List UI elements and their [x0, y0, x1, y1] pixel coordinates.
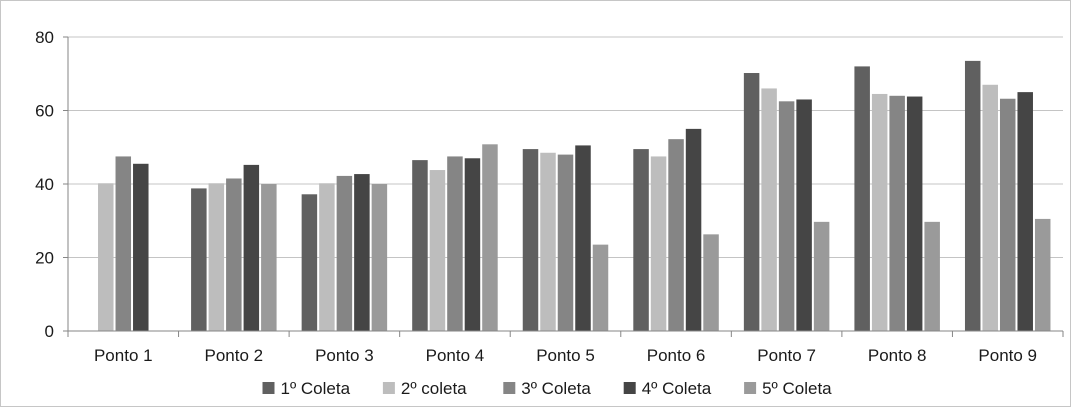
- bar-ponto-7-series-2: [761, 88, 777, 331]
- bar-ponto-6-series-5: [703, 234, 719, 331]
- bar-ponto-5-series-2: [540, 152, 556, 331]
- bar-ponto-9-series-5: [1034, 218, 1051, 331]
- bar-ponto-7-series-5: [813, 221, 830, 331]
- x-tick-label: Ponto 4: [426, 346, 485, 365]
- bar-ponto-6-series-2: [650, 156, 667, 331]
- bar-ponto-8-series-1: [854, 66, 870, 332]
- bar-ponto-5-series-5: [592, 244, 609, 331]
- bar-ponto-7-series-1: [743, 73, 760, 331]
- bar-ponto-2-series-3: [226, 178, 242, 331]
- bar-ponto-7-series-4: [796, 99, 812, 331]
- axes: 0 20 40 60 80 Ponto 1 Ponto 2 Ponto 3 Ponto 4 Pon…: [35, 28, 1064, 365]
- bar-ponto-1-series-2: [98, 183, 114, 331]
- bar-ponto-6-series-1: [633, 149, 649, 331]
- y-tick-label: 80: [35, 28, 54, 47]
- bar-ponto-2-series-4: [243, 164, 260, 331]
- y-tick-label: 20: [35, 249, 54, 268]
- bar-ponto-9-series-3: [999, 98, 1016, 332]
- bar-ponto-4-series-5: [482, 144, 498, 331]
- bar-ponto-9-series-2: [982, 84, 998, 332]
- bar-ponto-5-series-4: [575, 145, 591, 331]
- bar-ponto-3-series-3: [336, 175, 353, 331]
- y-tick-label: 60: [35, 102, 54, 121]
- bar-ponto-4-series-4: [464, 158, 481, 331]
- bar-ponto-8-series-3: [889, 95, 905, 331]
- legend-swatch-3: [503, 382, 516, 394]
- bar-ponto-2-series-1: [191, 188, 207, 331]
- bar-ponto-8-series-5: [924, 221, 940, 331]
- bar-ponto-4-series-1: [412, 160, 428, 331]
- x-tick-label: Ponto 5: [536, 346, 595, 365]
- bars: [98, 60, 1051, 332]
- bar-ponto-3-series-5: [371, 184, 388, 331]
- bar-ponto-3-series-1: [301, 194, 318, 331]
- legend-swatch-5: [744, 382, 757, 394]
- legend: 1º Coleta 2º coleta 3º Coleta 4º Coleta 5º C…: [262, 379, 832, 398]
- bar-ponto-8-series-4: [906, 96, 923, 331]
- legend-label-1: 1º Coleta: [281, 379, 351, 398]
- bar-ponto-1-series-4: [133, 163, 149, 331]
- x-tick-label: Ponto 6: [647, 346, 706, 365]
- bar-ponto-3-series-2: [319, 183, 335, 331]
- bar-ponto-5-series-1: [522, 149, 539, 331]
- x-tick-label: Ponto 9: [978, 346, 1037, 365]
- bar-ponto-4-series-3: [447, 156, 463, 331]
- legend-label-4: 4º Coleta: [642, 379, 712, 398]
- bar-ponto-7-series-3: [778, 101, 795, 331]
- bar-ponto-4-series-2: [429, 170, 446, 331]
- bar-ponto-2-series-2: [208, 183, 225, 331]
- bar-ponto-9-series-1: [964, 60, 981, 331]
- legend-swatch-1: [262, 382, 275, 394]
- x-tick-label: Ponto 8: [868, 346, 927, 365]
- bar-ponto-6-series-3: [668, 139, 684, 331]
- legend-label-3: 3º Coleta: [521, 379, 591, 398]
- bar-ponto-2-series-5: [261, 184, 277, 331]
- bar-ponto-5-series-3: [557, 154, 574, 331]
- bar-ponto-6-series-4: [685, 128, 702, 331]
- y-tick-label: 0: [45, 322, 54, 341]
- legend-swatch-2: [382, 382, 395, 394]
- y-tick-label: 40: [35, 175, 54, 194]
- legend-label-5: 5º Coleta: [762, 379, 832, 398]
- x-tick-label: Ponto 2: [205, 346, 264, 365]
- legend-label-2: 2º coleta: [401, 379, 467, 398]
- bar-ponto-3-series-4: [354, 174, 370, 331]
- bar-ponto-9-series-4: [1017, 92, 1033, 331]
- x-tick-label: Ponto 1: [94, 346, 153, 365]
- x-tick-label: Ponto 3: [315, 346, 374, 365]
- bar-ponto-8-series-2: [871, 93, 888, 332]
- x-tick-label: Ponto 7: [757, 346, 816, 365]
- bar-ponto-1-series-3: [115, 156, 132, 331]
- legend-swatch-4: [623, 382, 636, 394]
